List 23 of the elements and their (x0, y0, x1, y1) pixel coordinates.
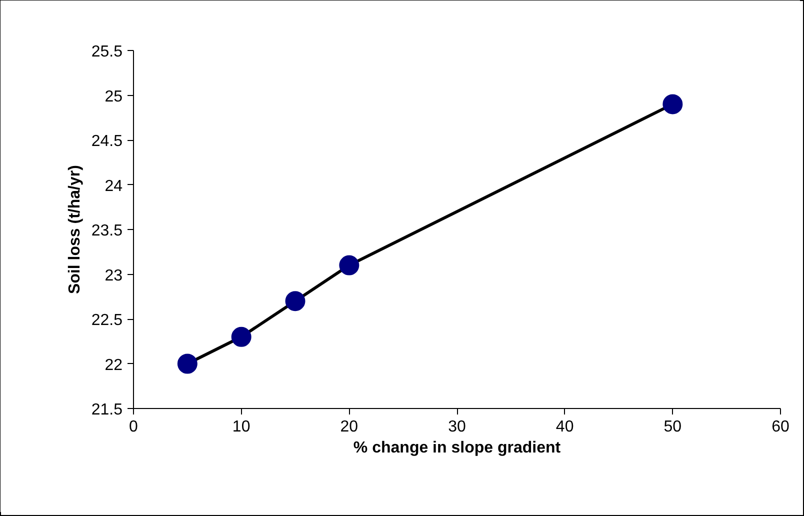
y-tick-label: 21.5 (91, 402, 123, 418)
x-tick-label: 60 (772, 418, 790, 436)
x-axis-title: % change in slope gradient (353, 440, 562, 456)
x-tick-label: 50 (664, 418, 682, 436)
y-axis-title: Soil loss (t/ha/yr) (66, 165, 84, 294)
point (662, 94, 683, 114)
point (339, 255, 360, 276)
point (231, 326, 252, 347)
y-tick-label: 24.5 (91, 133, 123, 150)
y-tick-label: 25 (104, 88, 123, 106)
point (177, 354, 198, 374)
point (285, 291, 306, 312)
x-tick-label: 20 (340, 418, 358, 436)
y-tick-label: 22.5 (91, 312, 123, 329)
y-tick-label: 22 (104, 356, 123, 374)
x-tick-label: 40 (556, 418, 574, 436)
y-tick-label: 25.5 (91, 44, 123, 60)
y-tick-label: 23.5 (91, 222, 123, 240)
y-tick-label: 24 (104, 178, 123, 195)
x-tick-label: 30 (448, 418, 466, 436)
y-tick-label: 23 (104, 267, 123, 284)
x-tick-label: 10 (232, 418, 250, 436)
x-tick-label: 0 (129, 418, 138, 436)
